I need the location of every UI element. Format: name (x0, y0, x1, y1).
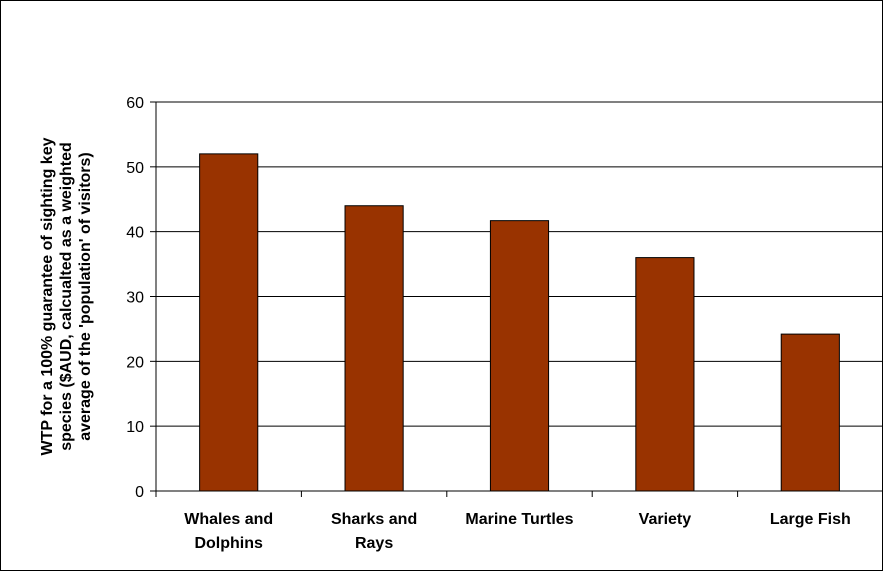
x-category-label: Sharks and Rays (331, 511, 417, 552)
x-category-label: Whales and Dolphins (184, 511, 273, 552)
y-tick-label: 40 (126, 225, 144, 242)
x-category-label: Large Fish (770, 511, 851, 528)
y-tick-label: 0 (135, 484, 144, 501)
bar-variety (635, 257, 695, 492)
x-category-label: Variety (639, 511, 692, 528)
bar-whales-and-dolphins (199, 153, 259, 492)
y-tick-label: 30 (126, 290, 144, 307)
y-tick-label: 60 (126, 95, 144, 112)
y-tick-labels: 0 10 20 30 40 50 60 (126, 95, 144, 501)
bar-marine-turtles (489, 220, 550, 492)
bars (199, 153, 840, 492)
y-tick-label: 50 (126, 160, 144, 177)
y-tick-label: 10 (126, 419, 144, 436)
x-category-labels: Whales and Dolphins Sharks and Rays Marine T… (184, 511, 851, 552)
bar-large-fish (780, 333, 840, 492)
x-category-label: Marine Turtles (465, 511, 573, 528)
axes (150, 101, 882, 497)
y-axis-title: WTP for a 100% guarantee of sighting key… (39, 137, 94, 455)
bar-sharks-and-rays (344, 205, 404, 492)
y-tick-label: 20 (126, 354, 144, 371)
